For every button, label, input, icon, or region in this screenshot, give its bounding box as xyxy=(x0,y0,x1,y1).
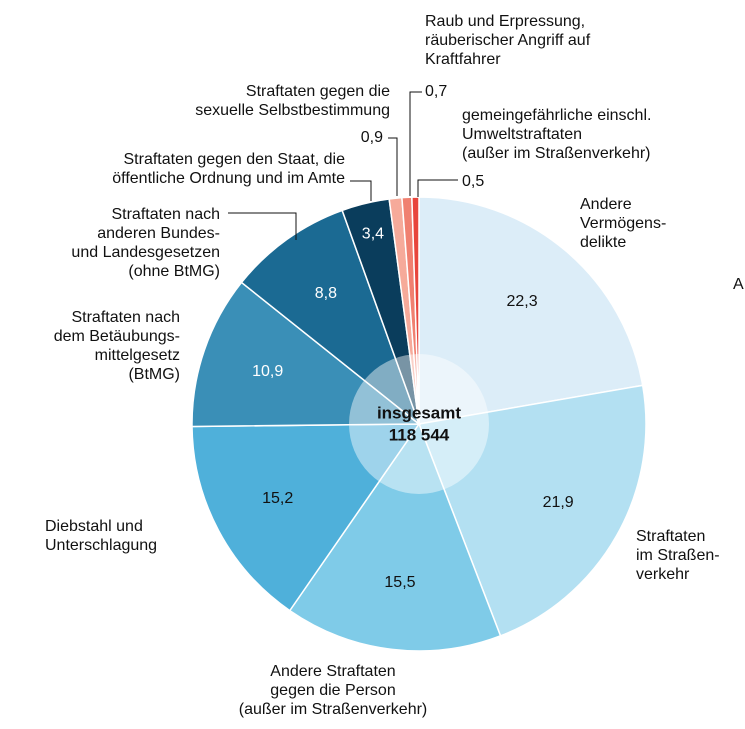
category-label: Diebstahl und xyxy=(45,518,143,535)
value-label: 8,8 xyxy=(315,285,337,302)
value-label: 0,5 xyxy=(462,173,484,190)
category-label: Straftaten xyxy=(636,528,705,545)
category-label: Straftaten gegen die xyxy=(246,83,390,100)
leader-line xyxy=(409,91,422,196)
value-label: 15,2 xyxy=(262,490,293,507)
category-label: Straftaten gegen den Staat, die xyxy=(124,151,346,168)
category-label: gemeingefährliche einschl. xyxy=(462,107,651,124)
value-label: 10,9 xyxy=(252,363,283,380)
category-label: Andere Straftaten xyxy=(270,663,395,680)
leader-line xyxy=(350,180,372,201)
slice xyxy=(240,209,421,427)
category-label: und Landesgesetzen xyxy=(71,244,220,261)
category-label: Raub und Erpressung, xyxy=(425,13,585,30)
category-label: im Straßen- xyxy=(636,547,720,564)
value-label: 0,9 xyxy=(361,129,383,146)
leader-line xyxy=(417,179,458,197)
slice xyxy=(191,281,422,428)
category-label: Vermögens- xyxy=(580,215,666,232)
category-label: (außer im Straßenverkehr) xyxy=(239,701,428,718)
category-label: (ohne BtMG) xyxy=(128,263,220,280)
center-hole xyxy=(349,354,489,494)
category-label: Straftaten nach xyxy=(71,309,180,326)
value-label: 0,7 xyxy=(425,83,447,100)
category-label: mittelgesetz xyxy=(95,347,180,364)
category-label: Unterschlagung xyxy=(45,537,157,554)
slices xyxy=(191,196,647,652)
category-label: anderen Bundes- xyxy=(97,225,220,242)
value-label: 15,5 xyxy=(384,574,415,591)
value-label: 3,4 xyxy=(362,226,384,243)
slice xyxy=(191,423,421,612)
category-label: öffentliche Ordnung und im Amte xyxy=(112,170,345,187)
slice xyxy=(417,384,647,637)
category-label: Umweltstraftaten xyxy=(462,126,582,143)
category-label: Kraftfahrer xyxy=(425,51,501,68)
value-label: 21,9 xyxy=(543,494,574,511)
category-label: (BtMG) xyxy=(128,366,180,383)
leader-line xyxy=(388,137,398,196)
center-label: insgesamt xyxy=(377,403,461,422)
stray-label: A xyxy=(733,276,744,293)
category-label: Andere xyxy=(580,196,632,213)
category-label: räuberischer Angriff auf xyxy=(425,32,591,49)
slice xyxy=(418,196,644,425)
category-label: verkehr xyxy=(636,566,690,583)
category-label: dem Betäubungs- xyxy=(54,328,180,345)
category-label: sexuelle Selbstbestimmung xyxy=(195,102,390,119)
slice xyxy=(288,422,502,652)
category-label: Straftaten nach xyxy=(111,206,220,223)
category-label: (außer im Straßenverkehr) xyxy=(462,145,651,162)
center-total: 118 544 xyxy=(389,425,450,444)
category-label: gegen die Person xyxy=(270,682,395,699)
category-label: delikte xyxy=(580,234,626,251)
value-label: 22,3 xyxy=(506,293,537,310)
slice xyxy=(411,196,420,425)
leader-line xyxy=(228,212,297,240)
